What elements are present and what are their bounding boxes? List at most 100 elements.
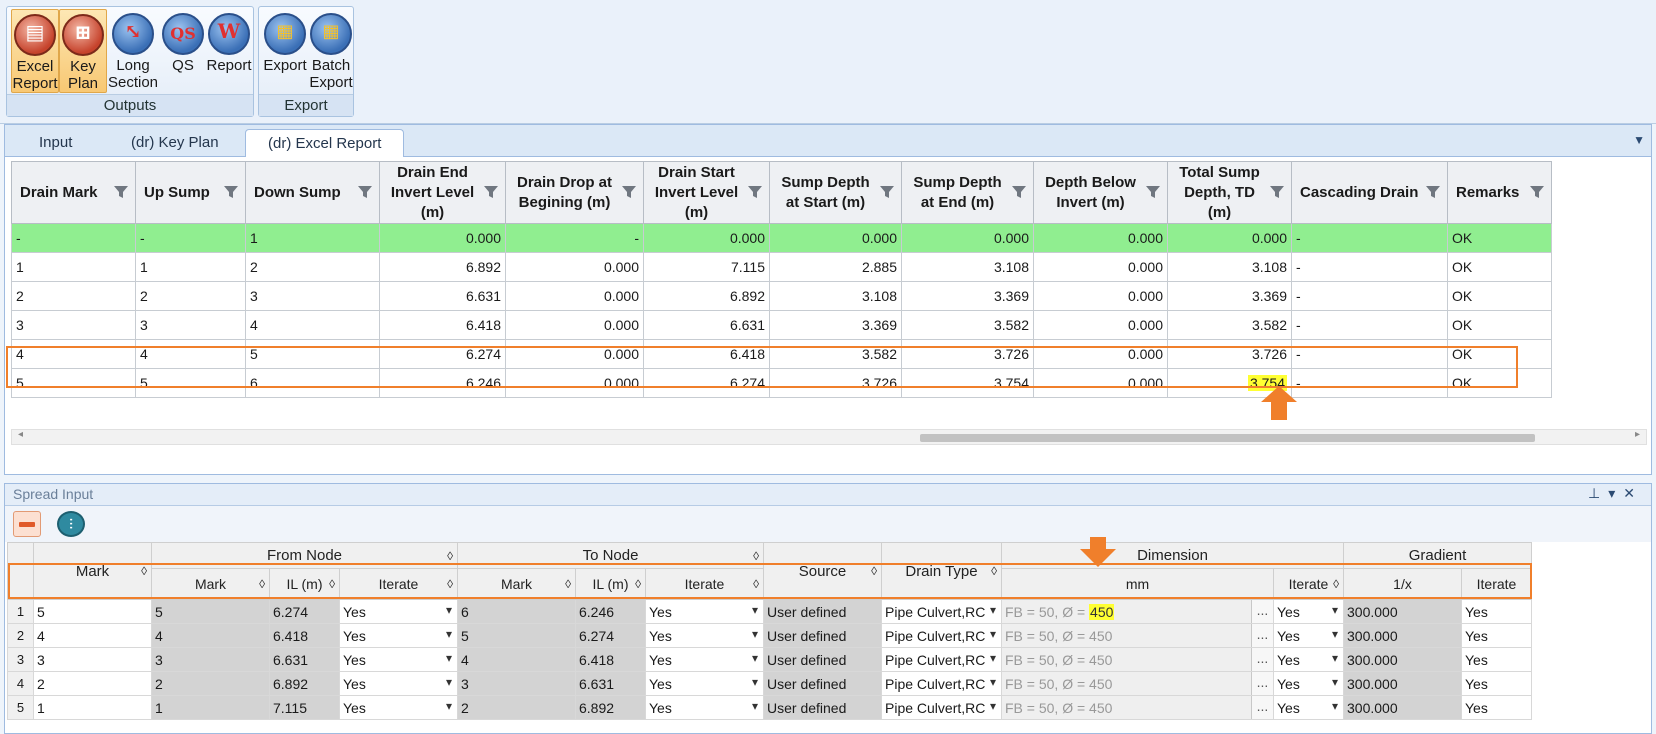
mark-cell[interactable]: 3 bbox=[33, 647, 152, 672]
table-cell[interactable]: 3 bbox=[245, 281, 380, 311]
sort-icon[interactable]: ◊ bbox=[871, 564, 877, 578]
table-cell[interactable]: 0.000 bbox=[769, 223, 902, 253]
report-button[interactable]: W Report bbox=[205, 9, 253, 93]
table-cell[interactable]: 6.246 bbox=[379, 368, 506, 398]
table-cell[interactable]: 2 bbox=[135, 281, 246, 311]
filter-icon[interactable] bbox=[1011, 184, 1027, 200]
sort-icon[interactable]: ◊ bbox=[141, 564, 147, 578]
to-mark-cell[interactable]: 5 bbox=[457, 623, 576, 648]
sort-icon[interactable]: ◊ bbox=[447, 577, 453, 591]
export-button[interactable]: ▦ Export bbox=[261, 9, 309, 93]
excel-report-button[interactable]: ▤ Excel Report bbox=[11, 9, 59, 93]
filter-icon[interactable] bbox=[1269, 184, 1285, 200]
to-il-header[interactable]: IL (m) ◊ bbox=[575, 568, 646, 600]
table-row[interactable]: 4 4 5 6.274 0.000 6.418 3.582 3.726 0.000 3.726- O… bbox=[11, 339, 1552, 369]
drain-type-dropdown[interactable]: Pipe Culvert,RC bbox=[881, 599, 1002, 624]
table-cell[interactable]: 2.885 bbox=[769, 252, 902, 282]
dimension-iterate-dropdown[interactable]: Yes bbox=[1273, 671, 1344, 696]
dimension-cell[interactable]: FB = 50, Ø = 450... bbox=[1001, 623, 1274, 648]
report-column-header[interactable]: Drain End Invert Level (m) bbox=[379, 161, 506, 224]
from-il-cell[interactable]: 6.892 bbox=[269, 671, 340, 696]
table-cell[interactable]: 6.631 bbox=[379, 281, 506, 311]
scroll-right-icon[interactable]: ▸ bbox=[1634, 429, 1640, 440]
report-column-header[interactable]: Up Sump bbox=[135, 161, 246, 224]
from-iterate-dropdown[interactable]: Yes bbox=[339, 671, 458, 696]
gradient-iterate-cell[interactable]: Yes bbox=[1461, 671, 1532, 696]
table-cell[interactable]: - bbox=[1291, 310, 1448, 340]
table-cell[interactable]: 0.000 bbox=[379, 223, 506, 253]
panel-dropdown-icon[interactable]: ▾ bbox=[1608, 485, 1624, 501]
key-plan-button[interactable]: ⊞ Key Plan bbox=[59, 9, 107, 93]
from-node-header[interactable]: From Node ◊ bbox=[151, 542, 458, 569]
table-cell[interactable]: - bbox=[1291, 252, 1448, 282]
gradient-cell[interactable]: 300.000 bbox=[1343, 671, 1462, 696]
table-cell[interactable]: 5 bbox=[135, 368, 246, 398]
table-cell[interactable]: 0.000 bbox=[1033, 310, 1168, 340]
mark-cell[interactable]: 1 bbox=[33, 695, 152, 720]
from-mark-cell[interactable]: 5 bbox=[151, 599, 270, 624]
ellipsis-button[interactable]: ... bbox=[1251, 600, 1273, 623]
row-number[interactable]: 1 bbox=[7, 599, 34, 624]
mark-cell[interactable]: 5 bbox=[33, 599, 152, 624]
table-cell[interactable]: 4 bbox=[245, 310, 380, 340]
table-cell[interactable]: 3.108 bbox=[1167, 252, 1292, 282]
filter-icon[interactable] bbox=[1529, 184, 1545, 200]
tab-list-dropdown-icon[interactable]: ▼ bbox=[1633, 133, 1645, 147]
gradient-iterate-cell[interactable]: Yes bbox=[1461, 695, 1532, 720]
table-cell[interactable]: 3 bbox=[135, 310, 246, 340]
filter-icon[interactable] bbox=[747, 184, 763, 200]
table-cell[interactable]: 2 bbox=[11, 281, 136, 311]
table-cell[interactable]: OK bbox=[1447, 252, 1552, 282]
gradient-iterate-header[interactable]: Iterate bbox=[1461, 568, 1532, 600]
drain-type-dropdown[interactable]: Pipe Culvert,RC bbox=[881, 671, 1002, 696]
row-number[interactable]: 2 bbox=[7, 623, 34, 648]
table-cell[interactable]: 3.582 bbox=[769, 339, 902, 369]
filter-icon[interactable] bbox=[357, 184, 373, 200]
table-cell[interactable]: 0.000 bbox=[1033, 281, 1168, 311]
ellipsis-button[interactable]: ... bbox=[1251, 696, 1273, 719]
dimension-iterate-dropdown[interactable]: Yes bbox=[1273, 695, 1344, 720]
close-icon[interactable]: ✕ bbox=[1623, 485, 1643, 501]
table-cell[interactable]: 6.892 bbox=[643, 281, 770, 311]
from-il-header[interactable]: IL (m) ◊ bbox=[269, 568, 340, 600]
from-mark-cell[interactable]: 1 bbox=[151, 695, 270, 720]
table-cell[interactable]: - bbox=[1291, 368, 1448, 398]
dimension-iterate-header[interactable]: Iterate ◊ bbox=[1273, 568, 1344, 600]
gradient-cell[interactable]: 300.000 bbox=[1343, 623, 1462, 648]
dimension-cell[interactable]: FB = 50, Ø = 450... bbox=[1001, 695, 1274, 720]
table-row[interactable]: 5 5 6 6.246 0.000 6.274 3.726 3.754 0.000 3.754- O… bbox=[11, 368, 1552, 398]
from-il-cell[interactable]: 6.418 bbox=[269, 623, 340, 648]
table-cell[interactable]: 3.108 bbox=[769, 281, 902, 311]
table-cell[interactable]: OK bbox=[1447, 223, 1552, 253]
to-il-cell[interactable]: 6.246 bbox=[575, 599, 646, 624]
from-il-cell[interactable]: 6.631 bbox=[269, 647, 340, 672]
table-cell[interactable]: 6.631 bbox=[643, 310, 770, 340]
sort-icon[interactable]: ◊ bbox=[447, 548, 453, 563]
table-cell[interactable]: OK bbox=[1447, 339, 1552, 369]
to-iterate-dropdown[interactable]: Yes bbox=[645, 671, 764, 696]
filter-icon[interactable] bbox=[1145, 184, 1161, 200]
table-row[interactable]: - -1 0.000-0.000 0.000 0.000 0.000 0.000- OK bbox=[11, 223, 1552, 253]
table-cell[interactable]: 0.000 bbox=[505, 281, 644, 311]
table-cell[interactable]: 3.726 bbox=[901, 339, 1034, 369]
table-row[interactable]: 3 3 4 6.418 0.000 6.631 3.369 3.582 0.000 3.582- O… bbox=[11, 310, 1552, 340]
dimension-iterate-dropdown[interactable]: Yes bbox=[1273, 647, 1344, 672]
report-column-header[interactable]: Total Sump Depth, TD (m) bbox=[1167, 161, 1292, 224]
table-cell[interactable]: 1 bbox=[245, 223, 380, 253]
from-iterate-header[interactable]: Iterate ◊ bbox=[339, 568, 458, 600]
table-cell[interactable]: 0.000 bbox=[505, 252, 644, 282]
report-column-header[interactable]: Drain Drop at Begining (m) bbox=[505, 161, 644, 224]
from-il-cell[interactable]: 7.115 bbox=[269, 695, 340, 720]
dimension-cell[interactable]: FB = 50, Ø = 450... bbox=[1001, 647, 1274, 672]
tab-key-plan[interactable]: (dr) Key Plan bbox=[131, 134, 219, 151]
filter-icon[interactable] bbox=[879, 184, 895, 200]
ellipsis-button[interactable]: ... bbox=[1251, 624, 1273, 647]
report-column-header[interactable]: Cascading Drain bbox=[1291, 161, 1448, 224]
to-il-cell[interactable]: 6.418 bbox=[575, 647, 646, 672]
table-cell[interactable]: 0.000 bbox=[1033, 252, 1168, 282]
dimension-iterate-dropdown[interactable]: Yes bbox=[1273, 599, 1344, 624]
filter-icon[interactable] bbox=[223, 184, 239, 200]
table-cell[interactable]: 6.274 bbox=[643, 368, 770, 398]
table-cell[interactable]: - bbox=[1291, 281, 1448, 311]
